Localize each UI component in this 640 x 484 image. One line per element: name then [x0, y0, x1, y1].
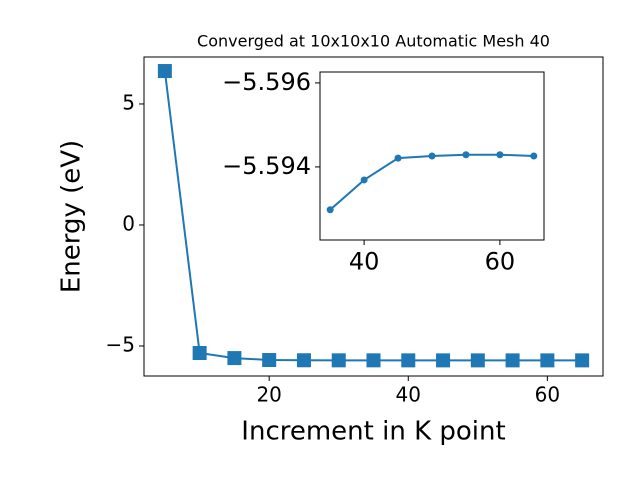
x-tick-label: 20: [256, 383, 281, 407]
y-tick-label: −5.596: [222, 68, 311, 96]
marker: [366, 353, 381, 368]
marker: [401, 353, 416, 368]
x-tick-label: 60: [535, 383, 560, 407]
marker: [227, 351, 242, 366]
marker: [462, 151, 470, 159]
y-tick-label: 0: [122, 211, 135, 235]
axes-frame: [319, 71, 545, 241]
marker: [540, 353, 555, 368]
marker: [326, 206, 334, 214]
marker: [470, 353, 485, 368]
y-axis-label: Energy (eV): [57, 140, 87, 293]
x-axis-label: Increment in K point: [241, 417, 505, 447]
y-tick-label: −5: [106, 332, 135, 356]
marker: [394, 154, 402, 162]
marker: [496, 151, 504, 159]
chart-title: Converged at 10x10x10 Automatic Mesh 40: [197, 32, 550, 51]
x-tick-label: 60: [485, 247, 516, 275]
y-tick-label: −5.594: [222, 152, 311, 180]
marker: [262, 353, 277, 368]
marker: [360, 176, 368, 184]
marker: [157, 64, 172, 79]
marker: [436, 353, 451, 368]
marker: [428, 152, 436, 160]
y-tick-label: 5: [122, 90, 135, 114]
marker: [575, 353, 590, 368]
marker: [331, 353, 346, 368]
axes-frame: [143, 56, 604, 377]
marker: [505, 353, 520, 368]
marker: [192, 346, 207, 361]
x-tick-label: 40: [349, 247, 380, 275]
x-tick-label: 40: [396, 383, 421, 407]
marker: [296, 353, 311, 368]
marker: [530, 152, 538, 160]
